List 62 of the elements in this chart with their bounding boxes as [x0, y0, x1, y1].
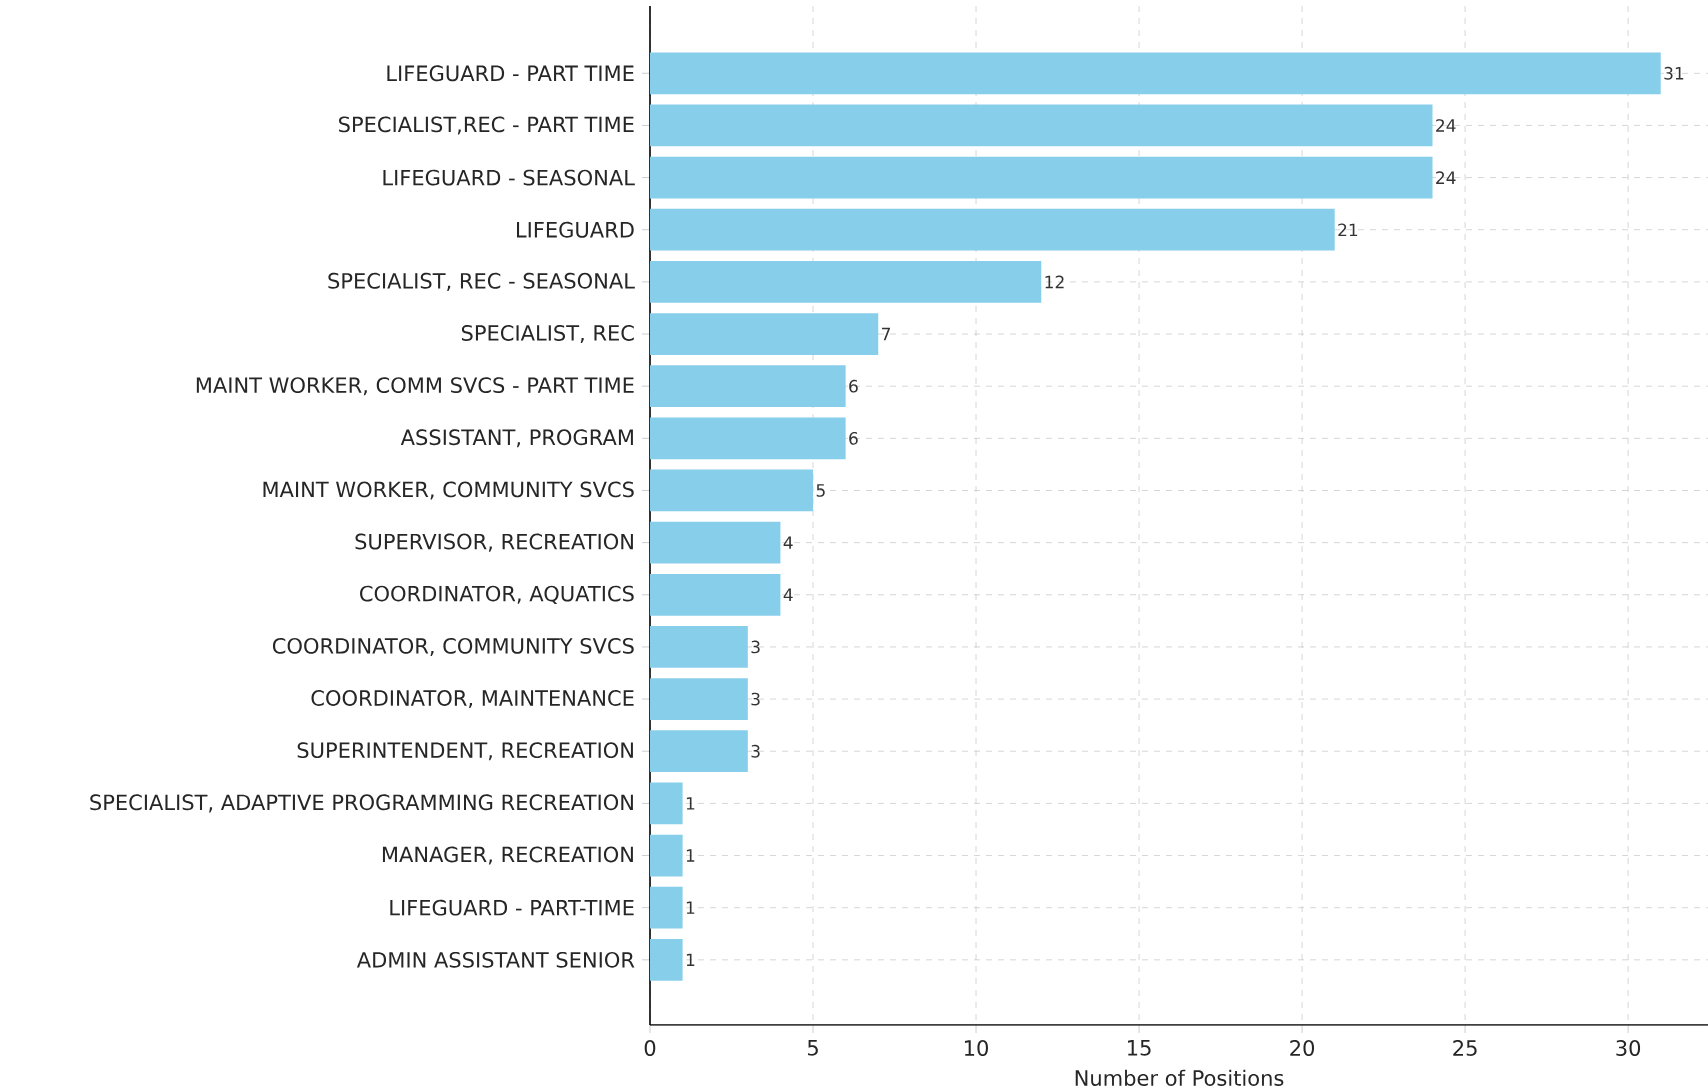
data-label: 1 — [686, 953, 695, 967]
data-label: 31 — [1664, 66, 1684, 80]
bar — [650, 626, 748, 668]
bar — [650, 104, 1433, 147]
y-tick-label: SPECIALIST,REC - PART TIME — [338, 116, 634, 135]
x-tick-label: 30 — [1616, 1040, 1641, 1056]
data-label: 21 — [1338, 223, 1358, 237]
data-label: 3 — [751, 640, 760, 654]
x-tick-label: 25 — [1453, 1040, 1477, 1056]
bar — [650, 156, 1433, 199]
y-tick-label: LIFEGUARD — [516, 221, 634, 238]
data-label: 7 — [882, 327, 891, 341]
bar — [650, 678, 748, 720]
x-tick-label: 0 — [644, 1040, 656, 1056]
bar — [650, 834, 683, 877]
x-tick-label: 5 — [807, 1040, 818, 1056]
y-tick-label: MAINT WORKER, COMMUNITY SVCS — [263, 481, 634, 500]
data-label: 1 — [686, 901, 695, 914]
y-tick-label: MANAGER, RECREATION — [382, 846, 633, 865]
data-label: 3 — [751, 744, 760, 758]
x-tick-label: 15 — [1128, 1040, 1151, 1056]
bar — [650, 208, 1335, 251]
data-label: 4 — [783, 536, 793, 549]
y-tick-label: COORDINATOR, MAINTENANCE — [311, 690, 634, 709]
bar — [650, 573, 781, 616]
bar — [650, 52, 1661, 95]
data-label: 24 — [1436, 119, 1456, 132]
y-tick-label: ADMIN ASSISTANT SENIOR — [356, 951, 635, 968]
data-label: 1 — [686, 849, 695, 862]
y-tick-label: LIFEGUARD - PART TIME — [387, 65, 634, 82]
bar — [650, 782, 683, 825]
data-label: 5 — [816, 484, 825, 497]
data-label: 1 — [686, 797, 695, 810]
y-tick-label: SUPERINTENDENT, RECREATION — [297, 742, 633, 761]
bar — [650, 313, 879, 355]
bar — [650, 417, 846, 460]
y-tick-label: MAINT WORKER, COMM SVCS - PART TIME — [196, 377, 634, 396]
bar — [650, 730, 748, 773]
bar — [650, 521, 781, 564]
bar — [650, 886, 683, 929]
y-tick-label: SUPERVISOR, RECREATION — [355, 533, 633, 552]
bar — [650, 365, 846, 408]
y-tick-label: COORDINATOR, AQUATICS — [360, 585, 634, 604]
bar — [650, 938, 683, 981]
data-label: 24 — [1436, 171, 1456, 184]
y-tick-label: SPECIALIST, REC — [461, 325, 634, 344]
data-label: 4 — [783, 588, 793, 601]
data-label: 12 — [1045, 275, 1064, 289]
data-label: 3 — [751, 692, 760, 706]
x-tick-label: 20 — [1290, 1040, 1315, 1056]
y-tick-label: LIFEGUARD - PART-TIME — [390, 899, 634, 916]
data-label: 6 — [849, 379, 858, 393]
y-tick-label: SPECIALIST, REC - SEASONAL — [328, 272, 635, 291]
y-tick-label: SPECIALIST, ADAPTIVE PROGRAMMING RECREATION — [90, 794, 633, 813]
x-tick-label: 10 — [964, 1040, 988, 1056]
bar — [650, 469, 814, 512]
data-label: 6 — [849, 431, 858, 445]
y-tick-label: COORDINATOR, COMMUNITY SVCS — [272, 637, 634, 656]
y-tick-label: LIFEGUARD - SEASONAL — [383, 169, 635, 186]
x-axis-title: Number of Positions — [1075, 1069, 1284, 1086]
bar — [650, 261, 1042, 303]
y-tick-label: ASSISTANT, PROGRAM — [400, 429, 633, 448]
